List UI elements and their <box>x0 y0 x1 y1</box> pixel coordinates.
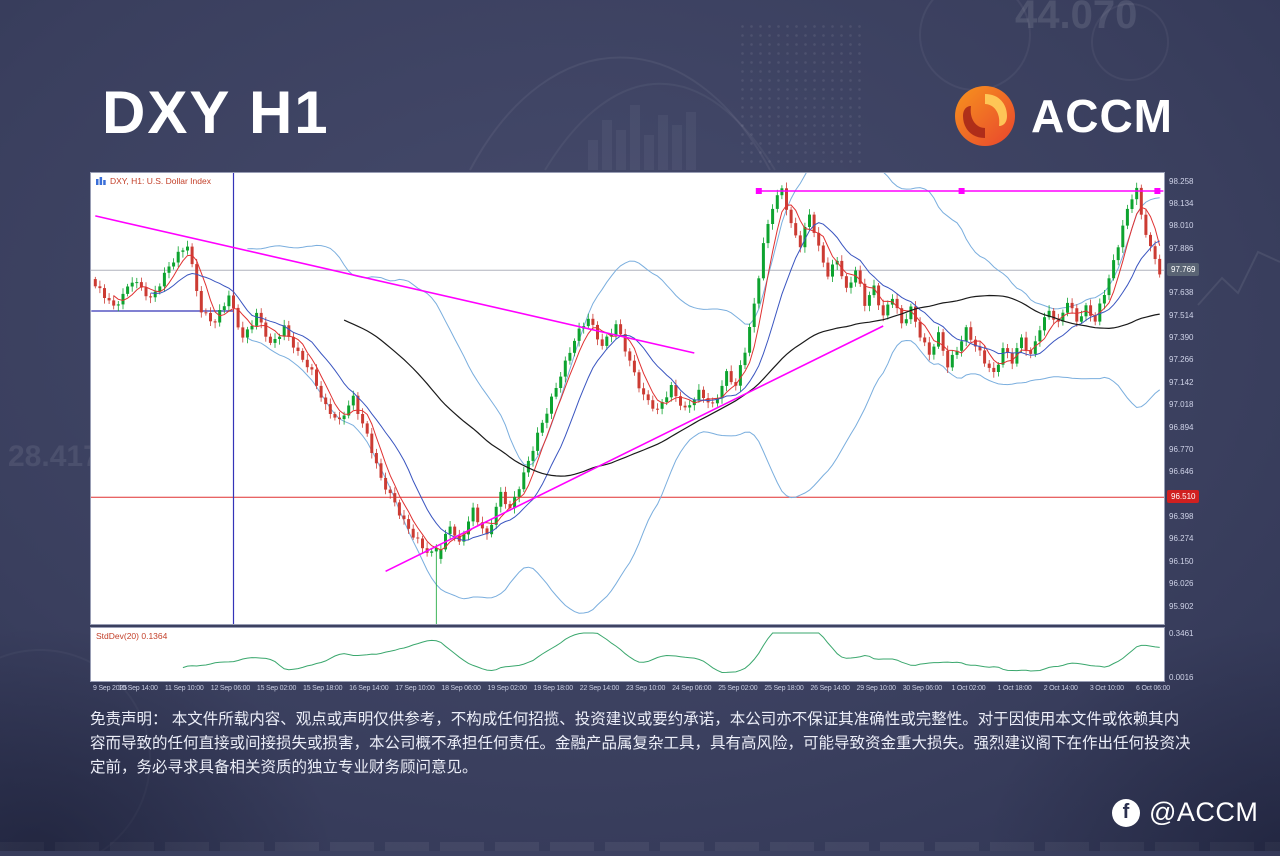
time-axis-label: 10 Sep 14:00 <box>118 685 158 692</box>
price-axis-label: 96.274 <box>1169 534 1194 544</box>
brand: ACCM <box>953 84 1173 148</box>
price-axis-label: 96.894 <box>1169 422 1194 432</box>
chart-title: DXY, H1: U.S. Dollar Index <box>110 176 211 186</box>
indicator-panel: StdDev(20) 0.1364 <box>90 627 1165 682</box>
price-axis-label: 98.258 <box>1169 176 1194 186</box>
price-axis-label: 96.150 <box>1169 556 1194 566</box>
time-axis-label: 3 Oct 10:00 <box>1089 685 1124 692</box>
sparkline-decoration <box>1197 250 1280 306</box>
faint-number: 28.417 <box>8 440 100 473</box>
price-axis-label: 97.018 <box>1169 400 1194 410</box>
time-axis: 9 Sep 2025 10 Sep 14:00 11 Sep 10:00 12 Sep… <box>90 685 1210 699</box>
bell-curve-decoration <box>469 56 771 171</box>
bell-curve-decoration <box>544 82 776 171</box>
histogram-decoration <box>588 105 696 170</box>
stddev-line <box>182 632 1160 674</box>
time-axis-label: 17 Sep 10:00 <box>395 685 435 692</box>
price-axis-label: 97.886 <box>1169 243 1194 253</box>
indicator-axis-label: 0.3461 <box>1169 629 1194 638</box>
time-axis-label: 2 Oct 14:00 <box>1043 685 1078 692</box>
price-axis-label: 97.514 <box>1169 310 1194 320</box>
circle-decoration <box>1091 3 1169 81</box>
price-axis-label: 98.010 <box>1169 221 1194 231</box>
time-axis-label: 30 Sep 06:00 <box>902 685 942 692</box>
time-axis-label: 18 Sep 06:00 <box>441 685 481 692</box>
time-axis-label: 26 Sep 14:00 <box>810 685 850 692</box>
time-axis-label: 1 Oct 02:00 <box>951 685 986 692</box>
time-axis-label: 15 Sep 02:00 <box>256 685 297 692</box>
main-chart-panel: DXY, H1: U.S. Dollar Index <box>90 172 1165 625</box>
stddev-indicator-chart <box>182 632 1160 674</box>
price-axis-label: 96.646 <box>1169 467 1194 477</box>
price-badge: 96.510 <box>1167 489 1200 503</box>
time-axis-label: 1 Oct 18:00 <box>997 685 1032 692</box>
brand-name: ACCM <box>1031 90 1173 142</box>
chart-type-icon <box>96 177 106 185</box>
time-axis-label: 6 Oct 06:00 <box>1136 685 1170 692</box>
circle-decoration <box>919 0 1031 91</box>
price-axis-label: 96.026 <box>1169 579 1194 589</box>
indicator-label: StdDev(20) 0.1364 <box>96 631 168 641</box>
time-axis-label: 24 Sep 06:00 <box>672 685 712 692</box>
indicator-legend: StdDev(20) 0.1364 <box>96 631 167 641</box>
social-handle-text: @ACCM <box>1149 797 1259 827</box>
chart-legend: DXY, H1: U.S. Dollar Index <box>96 176 211 186</box>
moving-averages <box>113 204 1161 551</box>
facebook-icon: f <box>1112 798 1140 827</box>
accm-logo-icon <box>955 86 1015 146</box>
price-axis-label: 95.902 <box>1169 601 1194 611</box>
price-axis-label: 97.266 <box>1169 355 1194 365</box>
candlestick-chart <box>91 173 1164 624</box>
faint-number: 44.070 <box>1015 0 1137 37</box>
page-title: DXY H1 <box>102 79 330 146</box>
dot-grid-decoration <box>738 22 866 164</box>
time-axis-label: 25 Sep 02:00 <box>718 685 758 692</box>
time-axis-label: 22 Sep 14:00 <box>579 685 620 692</box>
price-axis-label: 97.142 <box>1169 377 1194 387</box>
time-axis-label: 25 Sep 18:00 <box>764 685 804 692</box>
price-axis-label: 97.390 <box>1169 333 1194 343</box>
trendlines <box>95 188 1164 573</box>
time-axis-label: 19 Sep 02:00 <box>487 685 527 692</box>
time-axis-label: 12 Sep 06:00 <box>210 685 251 692</box>
price-axis-label: 97.638 <box>1169 288 1194 298</box>
time-axis-label: 29 Sep 10:00 <box>856 685 896 692</box>
price-axis-label: 96.398 <box>1169 512 1194 522</box>
social-handle: f @ACCM <box>1112 797 1258 828</box>
price-badge: 97.769 <box>1167 262 1200 276</box>
price-chart: DXY, H1: U.S. Dollar Index StdDev(20) 0.… <box>90 172 1210 702</box>
time-axis-label: 16 Sep 14:00 <box>349 685 389 692</box>
time-axis-label: 15 Sep 18:00 <box>303 685 343 692</box>
disclaimer-text: 免责声明： 本文件所载内容、观点或声明仅供参考，不构成任何招揽、投资建议或要约承… <box>90 711 1191 777</box>
level-lines <box>91 269 1164 498</box>
time-axis-label: 23 Sep 10:00 <box>625 685 666 692</box>
price-axis: 98.258 98.134 98.010 97.886 97.638 97.514 97.3… <box>1167 172 1210 684</box>
time-axis-label: 9 Sep 2025 <box>93 685 127 692</box>
price-axis-label: 98.134 <box>1169 198 1194 208</box>
price-axis-label: 96.770 <box>1169 444 1194 454</box>
time-axis-label: 19 Sep 18:00 <box>533 685 573 692</box>
time-axis-label: 11 Sep 10:00 <box>164 685 204 692</box>
blue-crosshair-lines <box>91 173 235 624</box>
bottom-strip-decoration <box>0 842 1280 851</box>
indicator-axis-label: 0.0016 <box>1169 673 1194 682</box>
